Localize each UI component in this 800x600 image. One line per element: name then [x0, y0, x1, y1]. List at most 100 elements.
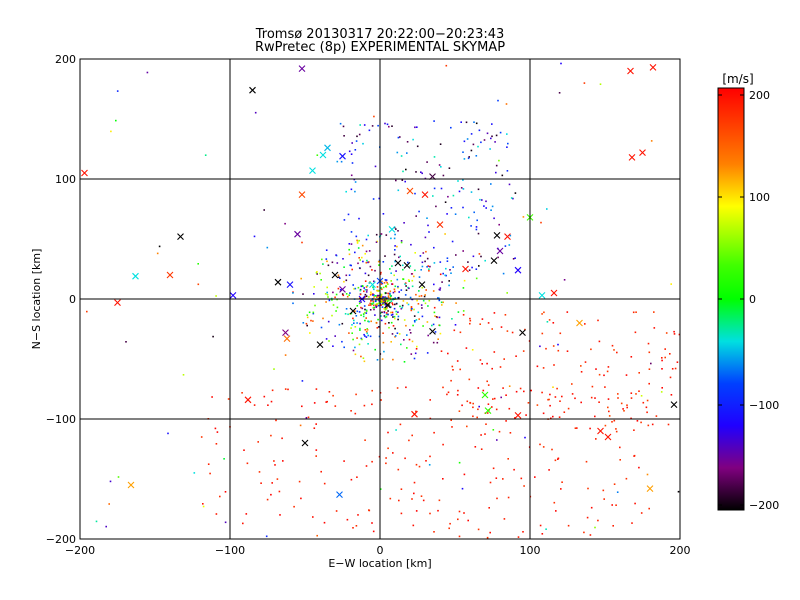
dot-marker	[472, 143, 475, 146]
dot-marker	[273, 460, 275, 462]
dot-marker	[386, 307, 388, 309]
dot-marker	[377, 318, 379, 321]
dot-marker	[416, 126, 418, 128]
dot-marker	[397, 230, 399, 232]
dot-marker	[390, 280, 392, 282]
dot-marker	[390, 314, 393, 316]
dot-marker	[571, 383, 573, 385]
dot-marker	[327, 296, 329, 298]
dot-marker	[426, 257, 429, 260]
dot-marker	[676, 361, 679, 363]
dot-marker	[376, 302, 378, 305]
dot-marker	[445, 274, 447, 277]
dot-marker	[358, 217, 360, 220]
dot-marker	[364, 288, 367, 291]
dot-marker	[301, 241, 303, 244]
cross-marker	[394, 259, 402, 267]
colorbar-tick-label: −200	[749, 499, 779, 512]
dot-marker	[395, 228, 397, 230]
dot-marker	[207, 463, 210, 465]
dot-marker	[374, 314, 376, 316]
dot-marker	[359, 322, 361, 325]
dot-marker	[224, 491, 227, 493]
dot-marker	[458, 461, 461, 464]
cross-marker	[550, 289, 558, 297]
dot-marker	[548, 319, 551, 321]
dot-marker	[645, 406, 648, 409]
dot-marker	[242, 522, 244, 525]
dot-marker	[325, 401, 327, 403]
dot-marker	[343, 280, 345, 283]
dot-marker	[470, 149, 473, 152]
cross-marker	[166, 271, 174, 279]
dot-marker	[299, 424, 302, 427]
dot-marker	[366, 285, 369, 287]
dot-marker	[413, 357, 416, 360]
dot-marker	[488, 507, 490, 509]
dot-marker	[414, 321, 416, 323]
dot-marker	[387, 292, 389, 295]
dot-marker	[351, 162, 354, 164]
dot-marker	[377, 260, 380, 263]
dot-marker	[331, 261, 334, 264]
dot-marker	[558, 92, 561, 94]
dot-marker	[380, 399, 382, 401]
dot-marker	[356, 337, 358, 339]
dot-marker	[405, 324, 407, 327]
dot-marker	[357, 286, 360, 289]
dot-marker	[455, 302, 457, 304]
dot-marker	[382, 302, 384, 304]
cross-marker	[283, 335, 291, 342]
dot-marker	[429, 512, 431, 515]
dot-marker	[395, 313, 398, 315]
dot-marker	[458, 535, 461, 538]
dot-marker	[456, 360, 459, 362]
dot-marker	[350, 243, 353, 245]
dot-marker	[373, 296, 375, 298]
dot-marker	[433, 187, 436, 190]
dot-marker	[362, 142, 364, 145]
dot-marker	[466, 400, 469, 403]
dot-marker	[387, 296, 390, 299]
dot-marker	[382, 303, 385, 306]
dot-marker	[667, 423, 670, 426]
dot-marker	[473, 211, 475, 214]
dot-marker	[407, 279, 410, 281]
dot-marker	[386, 297, 389, 299]
dot-marker	[359, 327, 361, 330]
dot-marker	[491, 328, 493, 330]
dot-marker	[477, 145, 479, 148]
dot-marker	[633, 455, 635, 457]
dot-marker	[383, 315, 386, 317]
dot-marker	[341, 293, 344, 295]
dot-marker	[373, 288, 375, 291]
dot-marker	[363, 404, 366, 407]
dot-marker	[267, 404, 269, 406]
cross-marker	[309, 167, 316, 174]
dot-marker	[522, 531, 524, 533]
dot-marker	[409, 296, 412, 299]
dot-marker	[384, 303, 386, 305]
dot-marker	[437, 338, 439, 340]
cross-marker	[369, 281, 376, 288]
dot-marker	[539, 524, 542, 527]
dot-marker	[453, 329, 456, 332]
dot-marker	[204, 154, 207, 156]
cross-marker	[282, 329, 289, 336]
dot-marker	[560, 488, 562, 490]
dot-marker	[400, 289, 403, 291]
cross-marker	[421, 191, 429, 198]
dot-marker	[404, 283, 406, 285]
dot-marker	[515, 390, 518, 393]
dot-marker	[400, 307, 403, 310]
dot-marker	[465, 347, 468, 349]
dot-marker	[396, 332, 399, 334]
dot-marker	[197, 283, 200, 286]
dot-marker	[665, 332, 668, 334]
dot-marker	[420, 295, 423, 297]
dot-marker	[539, 345, 541, 348]
y-tick-label: 0	[69, 293, 76, 306]
dot-marker	[215, 295, 217, 297]
dot-marker	[486, 536, 489, 539]
